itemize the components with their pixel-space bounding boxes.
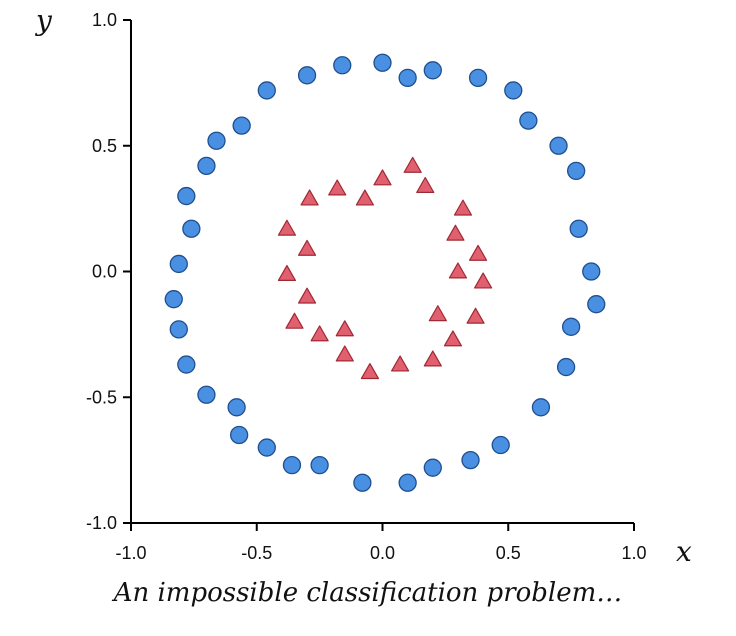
triangle-point	[335, 345, 354, 362]
triangle-point	[453, 199, 473, 216]
x-tick-label: -0.5	[241, 543, 272, 563]
circle-point	[177, 355, 196, 374]
circle-point	[398, 68, 417, 87]
triangle-point	[474, 272, 493, 289]
y-tick-label: -1.0	[86, 513, 117, 533]
circle-point	[567, 161, 586, 181]
chart-caption: An impossible classification problem…	[113, 578, 623, 608]
circle-point	[257, 438, 276, 457]
triangle-point	[277, 264, 297, 281]
circle-point	[197, 385, 216, 404]
circle-point	[373, 53, 392, 72]
triangle-point	[468, 244, 488, 261]
circle-point	[282, 456, 302, 475]
circle-point	[561, 317, 581, 336]
scatter-chart: -1.0 -0.5 0.0 0.5 1.0 -1.0 -0.5 0.0 0.5 1.0 y x	[34, 4, 692, 568]
triangle-point	[277, 219, 297, 236]
circle-point	[549, 136, 568, 155]
circle-point	[582, 262, 601, 281]
triangle-point	[416, 176, 435, 193]
circle-point	[587, 295, 606, 314]
circle-point	[169, 254, 188, 274]
triangle-point	[446, 224, 465, 241]
triangle-point	[448, 262, 468, 279]
x-axis-title: x	[676, 535, 692, 568]
triangle-point	[403, 156, 422, 173]
triangle-point	[297, 239, 317, 256]
triangle-point	[335, 320, 354, 337]
circle-point	[207, 131, 226, 150]
circle-point	[519, 111, 538, 130]
x-tick-label: -1.0	[115, 543, 146, 563]
circle-point	[333, 56, 352, 75]
circle-point	[423, 61, 442, 80]
circle-point	[461, 450, 480, 470]
y-axis-title: y	[34, 4, 53, 37]
circle-point	[468, 68, 488, 87]
triangle-point	[423, 350, 442, 367]
circle-point	[164, 290, 183, 309]
triangle-point	[360, 363, 380, 380]
circle-point	[177, 186, 196, 206]
axes: -1.0 -0.5 0.0 0.5 1.0 -1.0 -0.5 0.0 0.5 1.0	[86, 10, 647, 563]
circle-point	[297, 66, 317, 85]
circle-point	[556, 357, 576, 377]
triangle-point	[443, 330, 463, 347]
circle-point	[229, 425, 249, 445]
circle-point	[232, 116, 251, 135]
circle-point	[353, 473, 372, 492]
circle-point	[531, 398, 551, 417]
x-tick-label: 0.0	[370, 543, 395, 563]
triangle-point	[373, 169, 392, 186]
triangle-point	[328, 179, 347, 196]
y-tick-label: 0.0	[92, 262, 117, 282]
triangle-point	[355, 189, 374, 206]
circle-point	[169, 320, 188, 339]
circle-point	[569, 219, 588, 238]
triangle-point	[391, 355, 410, 372]
triangle-point	[428, 305, 447, 322]
circle-point	[182, 219, 201, 238]
circle-point	[504, 81, 523, 100]
circle-point	[197, 156, 216, 176]
triangle-point	[300, 189, 319, 206]
x-tick-label: 0.5	[496, 543, 521, 563]
circle-point	[227, 398, 246, 417]
circle-point	[398, 473, 417, 492]
y-tick-label: 0.5	[92, 136, 117, 156]
data-points	[164, 53, 606, 492]
triangle-point	[310, 325, 329, 342]
triangle-point	[466, 307, 485, 324]
triangle-point	[297, 287, 317, 304]
y-tick-label: 1.0	[92, 10, 117, 30]
triangle-point	[285, 312, 304, 329]
y-tick-label: -0.5	[86, 387, 117, 407]
circle-point	[423, 458, 442, 477]
circle-point	[257, 81, 276, 100]
x-tick-label: 1.0	[621, 543, 646, 563]
circle-point	[310, 456, 329, 475]
circle-point	[491, 435, 510, 455]
